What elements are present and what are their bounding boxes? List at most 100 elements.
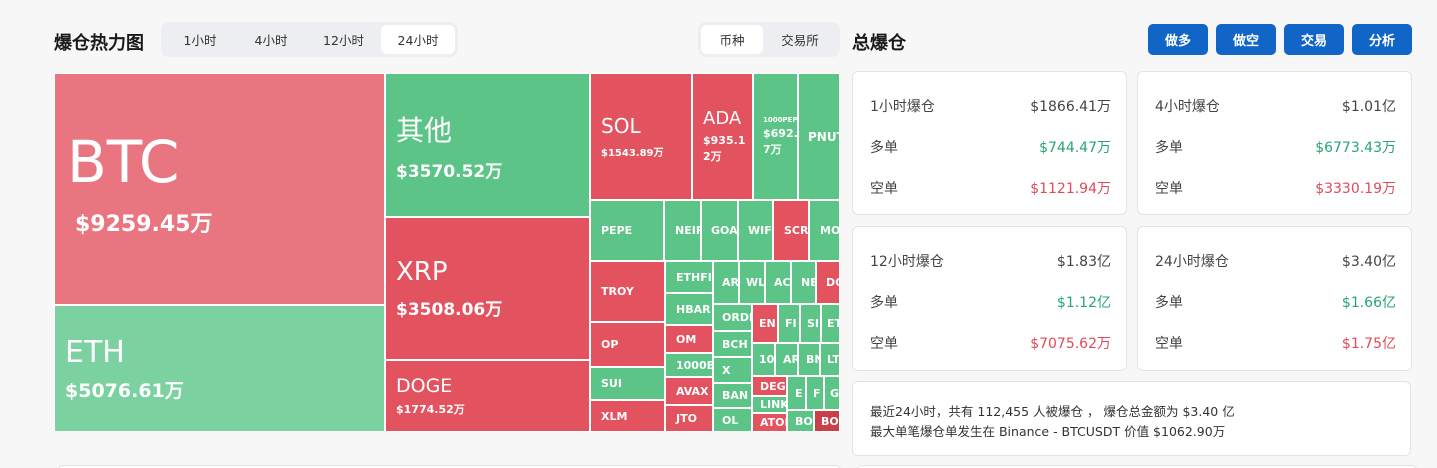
tile-sei[interactable]: SI	[800, 304, 821, 343]
tile-bome[interactable]: BO	[787, 410, 814, 432]
card-24h: 24小时爆仓 $3.40亿 多单 $1.66亿 空单 $1.75亿	[1137, 226, 1412, 371]
tile-sol[interactable]: SOL $1543.89万	[590, 73, 692, 200]
tile-symbol: NEIR	[675, 224, 700, 237]
tile-symbol: BCH	[722, 337, 748, 351]
tile-x[interactable]: X	[713, 357, 752, 383]
tile-link[interactable]: LINK	[752, 396, 787, 413]
tile-sui[interactable]: SUI	[590, 367, 665, 400]
tile-10[interactable]: 10	[752, 343, 775, 376]
summary-line-2: 最大单笔爆仓单发生在 Binance - BTCUSDT 价值 $1062.90…	[870, 424, 1226, 439]
tile-symbol: PEPE	[601, 224, 633, 237]
tab-12h[interactable]: 12小时	[323, 33, 364, 48]
tile-symbol: LT	[827, 353, 840, 366]
tile-value: $9259.45万	[75, 212, 213, 237]
short-label: 空单	[870, 336, 898, 352]
tile-symbol: BAN	[722, 389, 749, 402]
long-label: 多单	[870, 295, 898, 311]
tile-btc[interactable]: BTC $9259.45万	[54, 73, 385, 305]
tile-ar[interactable]: AR	[713, 261, 739, 304]
card-label: 1小时爆仓	[870, 99, 935, 115]
tile-symbol: AR	[722, 276, 739, 289]
tile-ethfi[interactable]: ETHFI	[665, 261, 713, 293]
tile-1000pepe[interactable]: 1000PEPE $692.7万	[753, 73, 798, 200]
tile-1000bonk[interactable]: 1000BO	[665, 353, 713, 377]
tile-hbar[interactable]: HBAR	[665, 293, 713, 325]
tile-doge[interactable]: DOGE $1774.52万	[385, 360, 590, 432]
tab-exchange[interactable]: 交易所	[781, 33, 819, 48]
tile-neiro[interactable]: NEIR	[664, 200, 701, 261]
tile-ena[interactable]: EN	[752, 304, 778, 343]
tile-wld[interactable]: WL	[739, 261, 765, 304]
tile-arb[interactable]: AR	[775, 343, 798, 376]
tile-scrt[interactable]: SCRT	[773, 200, 809, 261]
tile-symbol: MOO	[820, 224, 840, 237]
tile-others[interactable]: 其他 $3570.52万	[385, 73, 590, 217]
tile-symbol: ETH	[65, 334, 125, 370]
tile-near[interactable]: NE	[791, 261, 816, 304]
short-button[interactable]: 做空	[1216, 24, 1276, 55]
long-value: $1.12亿	[1056, 295, 1111, 311]
tile-eth[interactable]: ETH $5076.61万	[54, 305, 385, 432]
tile-degen[interactable]: DEG	[752, 376, 787, 396]
tile-symbol: AR	[783, 353, 797, 366]
tile-symbol: XRP	[396, 257, 448, 287]
tile-om[interactable]: OM	[665, 325, 713, 353]
tile-goat[interactable]: GOAT	[701, 200, 738, 261]
tile-symbol: 10	[759, 353, 775, 366]
tile-moodeng[interactable]: MOO	[809, 200, 840, 261]
tile-ltc[interactable]: LT	[820, 343, 840, 376]
liquidation-summary: 最近24小时，共有 112,455 人被爆仓 ， 爆仓总金额为 $3.40 亿 …	[852, 381, 1411, 456]
tab-coin[interactable]: 币种	[701, 25, 763, 54]
tile-ordi[interactable]: ORDI	[713, 304, 752, 331]
tile-symbol: E	[795, 386, 803, 400]
tile-symbol: PNUT	[808, 129, 839, 144]
tile-symbol: 其他	[396, 113, 453, 147]
short-value: $7075.62万	[1030, 336, 1111, 352]
tile-ada[interactable]: ADA $935.12万	[692, 73, 753, 200]
tile-bonk[interactable]: BO	[814, 410, 840, 432]
tile-xlm[interactable]: XLM	[590, 400, 665, 432]
tile-symbol: SOL	[601, 114, 641, 138]
tab-24h[interactable]: 24小时	[381, 25, 455, 54]
tab-4h[interactable]: 4小时	[254, 33, 288, 48]
tile-jto[interactable]: JTO	[665, 405, 713, 432]
tile-xrp[interactable]: XRP $3508.06万	[385, 217, 590, 360]
card-label: 4小时爆仓	[1155, 99, 1220, 115]
tile-ban[interactable]: BAN	[713, 383, 752, 408]
card-total: $1866.41万	[1030, 99, 1111, 115]
long-button[interactable]: 做多	[1148, 24, 1208, 55]
tile-symbol: SI	[807, 317, 820, 330]
tile-pnut[interactable]: PNUT	[798, 73, 840, 200]
tile-symbol: OM	[676, 332, 697, 346]
tab-1h[interactable]: 1小时	[183, 33, 217, 48]
tile-wif[interactable]: WIF	[738, 200, 773, 261]
tile-troy[interactable]: TROY	[590, 261, 665, 322]
tile-dot[interactable]: DO	[816, 261, 840, 304]
time-range-tabs: 1小时 4小时 12小时 24小时	[161, 22, 458, 57]
tile-fil[interactable]: FI	[778, 304, 800, 343]
tile-f[interactable]: F	[806, 376, 824, 410]
tile-symbol: X	[722, 363, 731, 377]
tile-bch[interactable]: BCH	[713, 331, 752, 357]
tile-symbol: BO	[795, 414, 813, 428]
tile-ace[interactable]: AC	[765, 261, 791, 304]
analysis-button[interactable]: 分析	[1352, 24, 1412, 55]
tile-avax[interactable]: AVAX	[665, 377, 713, 405]
tile-symbol: SCRT	[784, 224, 808, 237]
tile-symbol: WL	[746, 276, 765, 289]
tile-symbol: ORDI	[722, 311, 752, 324]
tile-op[interactable]: OP	[590, 322, 665, 367]
tile-atom[interactable]: ATOM	[752, 413, 787, 432]
tile-etc[interactable]: ET	[821, 304, 840, 343]
tile-pepe[interactable]: PEPE	[590, 200, 664, 261]
trade-button[interactable]: 交易	[1284, 24, 1344, 55]
tile-ol[interactable]: OL	[713, 408, 752, 432]
tile-symbol: BO	[821, 414, 839, 428]
tile-bnb[interactable]: BN	[798, 343, 820, 376]
tile-e[interactable]: E	[787, 376, 806, 410]
card-total: $1.01亿	[1341, 99, 1396, 115]
long-value: $1.66亿	[1341, 295, 1396, 311]
tile-g[interactable]: G	[824, 376, 840, 410]
tile-value: $3570.52万	[396, 161, 503, 182]
tile-symbol: F	[813, 386, 821, 400]
